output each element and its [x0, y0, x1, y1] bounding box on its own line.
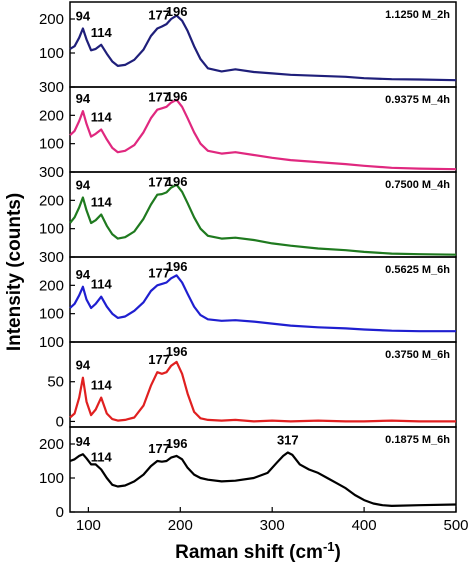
sample-label: 0.9375 M_4h [385, 94, 450, 106]
x-tick-label: 500 [443, 517, 468, 534]
y-tick-label: 200 [39, 11, 64, 28]
x-axis-title-main: Raman shift (cm [175, 542, 323, 563]
peak-label: 114 [91, 450, 113, 465]
y-tick-label: 0 [56, 504, 64, 521]
series-line [69, 274, 456, 333]
x-axis-title-close: ) [335, 542, 341, 563]
sample-label: 0.5625 M_6h [385, 264, 450, 276]
y-tick-label: 300 [39, 249, 64, 266]
y-axis-title: Intensity (counts) [4, 193, 25, 351]
panel-frame [69, 426, 457, 513]
y-tick-label: 100 [39, 136, 64, 153]
peak-label: 114 [91, 25, 113, 40]
y-tick-label: 300 [39, 79, 64, 96]
x-tick-label: 100 [76, 517, 101, 534]
peak-label: 177 [148, 8, 170, 23]
sample-label: 1.1250 M_2h [385, 9, 450, 21]
x-axis-title-sup: -1 [323, 539, 335, 554]
peak-label: 196 [166, 4, 188, 19]
y-tick-label: 100 [39, 334, 64, 351]
peak-label: 196 [166, 259, 188, 274]
peak-label: 114 [91, 195, 113, 210]
y-tick-label: 200 [39, 436, 64, 453]
peak-label: 114 [91, 110, 113, 125]
peak-label: 196 [166, 89, 188, 104]
x-tick-label: 300 [260, 517, 285, 534]
peak-label: 94 [76, 358, 91, 373]
y-tick-label: 200 [39, 277, 64, 294]
x-axis-title: Raman shift (cm-1) [175, 539, 341, 563]
peak-label: 94 [76, 434, 91, 449]
y-tick-label: 0 [56, 413, 64, 430]
x-tick-label: 200 [168, 517, 193, 534]
series-line [69, 98, 457, 171]
y-tick-label: 100 [39, 470, 64, 487]
peak-label: 114 [91, 378, 113, 393]
series-line [69, 360, 456, 423]
sample-label: 0.7500 M_4h [385, 179, 450, 191]
peak-label: 177 [148, 265, 170, 280]
peak-label: 177 [148, 352, 170, 367]
y-tick-label: 100 [39, 221, 64, 238]
peak-label: 177 [148, 441, 170, 456]
sample-label: 0.1875 M_6h [385, 434, 450, 446]
peak-label: 114 [91, 277, 113, 292]
series-line [69, 14, 457, 82]
y-tick-label: 100 [39, 45, 64, 62]
peak-label: 317 [277, 433, 299, 448]
sample-label: 0.3750 M_6h [385, 349, 450, 361]
peak-label: 94 [76, 9, 91, 24]
series-line [69, 183, 457, 256]
peak-label: 94 [76, 267, 91, 282]
y-tick-label: 50 [47, 374, 64, 391]
series-line [69, 451, 457, 507]
peak-label: 177 [148, 175, 170, 190]
peak-label: 196 [166, 436, 188, 451]
peak-label: 94 [76, 178, 91, 193]
x-tick-label: 400 [352, 517, 377, 534]
y-tick-label: 200 [39, 192, 64, 209]
y-tick-label: 300 [39, 164, 64, 181]
y-tick-label: 200 [39, 107, 64, 124]
y-tick-label: 100 [39, 306, 64, 323]
peak-label: 94 [76, 91, 91, 106]
peak-label: 196 [166, 344, 188, 359]
x-axis-ticks: 100 200 300 400 500 [76, 507, 469, 534]
peak-label: 177 [148, 90, 170, 105]
peak-label: 196 [166, 174, 188, 189]
